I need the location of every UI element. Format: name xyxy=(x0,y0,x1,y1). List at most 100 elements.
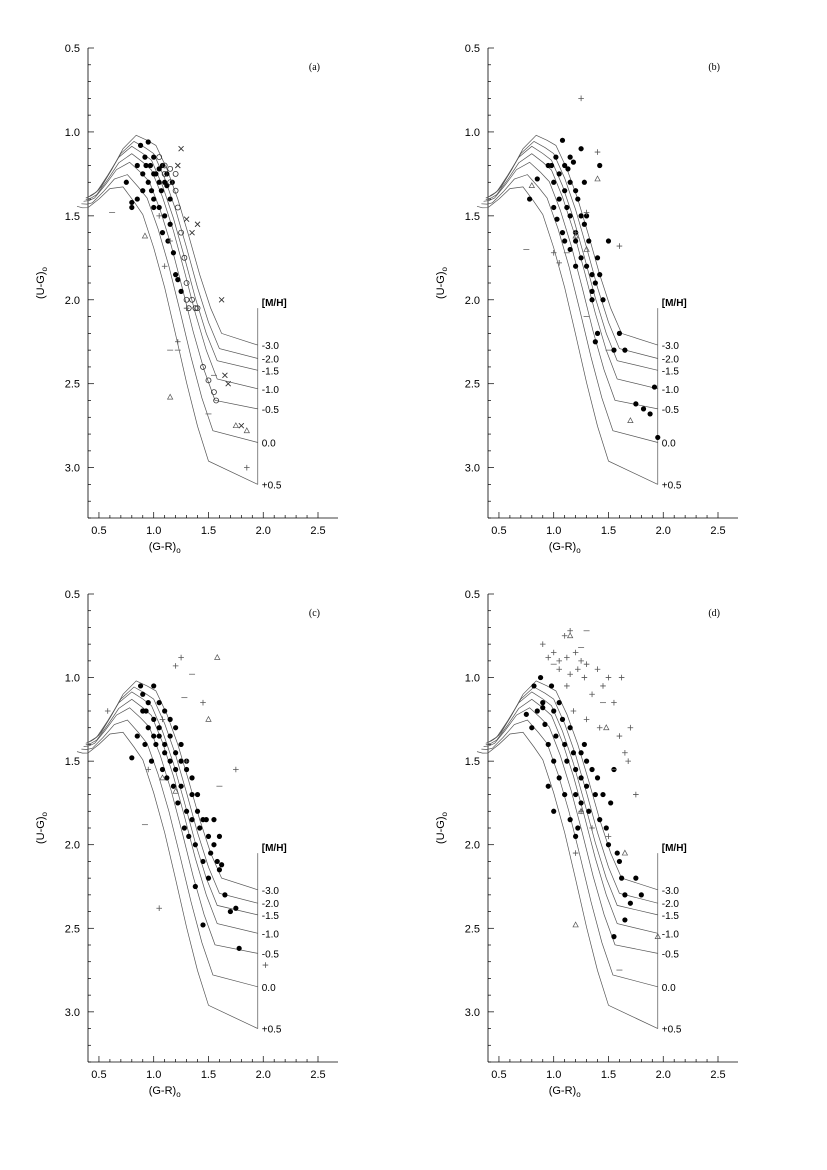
data-point-triangle xyxy=(232,422,240,429)
metallicity-label: -2.0 xyxy=(662,899,680,910)
data-point-plus xyxy=(262,962,269,968)
x-tick-label: 1.0 xyxy=(546,525,561,537)
data-point-filled-circle xyxy=(156,733,162,739)
x-tick-label: 2.0 xyxy=(656,1069,671,1081)
isometallicity-curve xyxy=(485,698,658,934)
data-point-plus xyxy=(589,691,595,698)
data-point-plus xyxy=(572,649,579,656)
data-point-plus xyxy=(233,766,239,773)
data-point-filled-circle xyxy=(567,179,573,185)
data-point-filled-circle xyxy=(192,883,198,890)
data-point-filled-circle xyxy=(594,775,601,781)
data-point-filled-circle xyxy=(578,800,584,806)
data-point-x-cross xyxy=(218,296,225,303)
data-point-plus xyxy=(183,758,190,764)
data-point-filled-circle xyxy=(583,213,590,219)
isometallicity-curve xyxy=(85,691,258,916)
data-point-filled-circle xyxy=(534,708,540,714)
data-point-filled-circle xyxy=(140,691,146,697)
data-point-filled-circle xyxy=(573,833,579,839)
metallicity-label: +0.5 xyxy=(262,480,282,491)
data-point-filled-circle xyxy=(627,900,633,906)
data-point-filled-circle xyxy=(542,721,548,727)
metallicity-label: -1.5 xyxy=(662,366,680,377)
isometallicity-curve xyxy=(83,707,258,954)
y-tick-label: 2.0 xyxy=(65,840,80,852)
data-point-filled-circle xyxy=(534,176,540,182)
data-point-filled-circle xyxy=(578,255,584,261)
isometallicity-curve xyxy=(483,707,658,954)
data-point-filled-circle xyxy=(633,401,639,407)
y-tick-label: 2.5 xyxy=(465,923,480,935)
data-point-plus xyxy=(167,238,173,244)
data-point-plus xyxy=(564,654,570,661)
metallicity-label: -1.5 xyxy=(662,911,680,922)
data-point-filled-circle xyxy=(548,683,555,689)
data-point-filled-circle xyxy=(573,188,579,194)
x-tick-label: 1.0 xyxy=(546,1069,561,1081)
data-point-filled-circle xyxy=(148,188,155,194)
data-point-filled-circle xyxy=(562,162,568,169)
data-point-triangle xyxy=(166,393,174,400)
data-point-filled-circle xyxy=(134,196,140,202)
data-point-plus xyxy=(175,338,181,345)
data-point-plus xyxy=(545,654,552,661)
isometallicity-curve xyxy=(476,731,658,1029)
data-point-plus xyxy=(567,671,573,678)
data-point-filled-circle xyxy=(581,741,587,748)
data-point-plus xyxy=(550,649,557,656)
data-point-open-circle xyxy=(161,162,168,169)
data-point-filled-circle xyxy=(205,833,212,839)
data-point-filled-circle xyxy=(151,154,157,160)
data-point-triangle xyxy=(141,232,149,239)
data-point-filled-circle xyxy=(156,166,162,172)
data-point-x-cross xyxy=(225,380,232,387)
y-tick-label: 3.0 xyxy=(465,1007,480,1019)
data-point-filled-circle xyxy=(162,741,168,748)
isometallicity-curve xyxy=(81,174,258,443)
data-point-plus xyxy=(104,708,111,714)
data-point-filled-circle xyxy=(145,139,151,145)
data-point-filled-circle xyxy=(156,700,162,706)
data-point-filled-circle xyxy=(189,817,195,823)
data-point-plus xyxy=(618,674,625,681)
data-point-filled-circle xyxy=(600,297,606,303)
data-point-plus xyxy=(583,209,590,216)
data-point-filled-circle xyxy=(578,146,584,152)
data-point-filled-circle xyxy=(540,705,546,711)
data-point-plus xyxy=(156,213,162,219)
isometallicity-curve xyxy=(76,731,258,1029)
data-point-filled-circle xyxy=(564,204,570,211)
metallicity-label: 0.0 xyxy=(262,438,276,449)
isometallicity-curve xyxy=(90,134,258,346)
data-point-plus xyxy=(616,243,623,249)
data-point-open-circle xyxy=(161,170,168,177)
metallicity-title: [M/H] xyxy=(262,843,287,854)
data-point-filled-circle xyxy=(156,179,162,185)
data-point-plus xyxy=(616,733,623,739)
data-point-filled-circle xyxy=(589,288,595,294)
data-point-filled-circle xyxy=(178,783,184,789)
x-tick-label: 0.5 xyxy=(491,1069,506,1081)
data-point-plus xyxy=(627,724,634,731)
y-tick-label: 0.5 xyxy=(65,43,80,55)
x-tick-label: 2.5 xyxy=(710,1069,725,1081)
data-point-plus xyxy=(561,632,568,639)
data-point-filled-circle xyxy=(567,213,573,219)
data-point-plus xyxy=(556,666,562,673)
y-tick-label: 0.5 xyxy=(65,589,80,601)
data-point-filled-circle xyxy=(565,166,571,172)
data-point-filled-circle xyxy=(603,825,609,831)
metallicity-label: -2.0 xyxy=(262,355,280,366)
data-point-open-circle xyxy=(172,187,179,194)
isometallicity-curve xyxy=(87,686,258,904)
x-tick-label: 0.5 xyxy=(91,525,106,537)
data-point-filled-circle xyxy=(605,842,612,848)
data-point-filled-circle xyxy=(143,162,149,169)
isometallicity-curve xyxy=(490,680,658,891)
y-tick-label: 3.0 xyxy=(465,463,480,475)
data-point-filled-circle xyxy=(173,272,179,278)
data-point-filled-circle xyxy=(567,817,573,823)
data-point-filled-circle xyxy=(158,188,164,194)
